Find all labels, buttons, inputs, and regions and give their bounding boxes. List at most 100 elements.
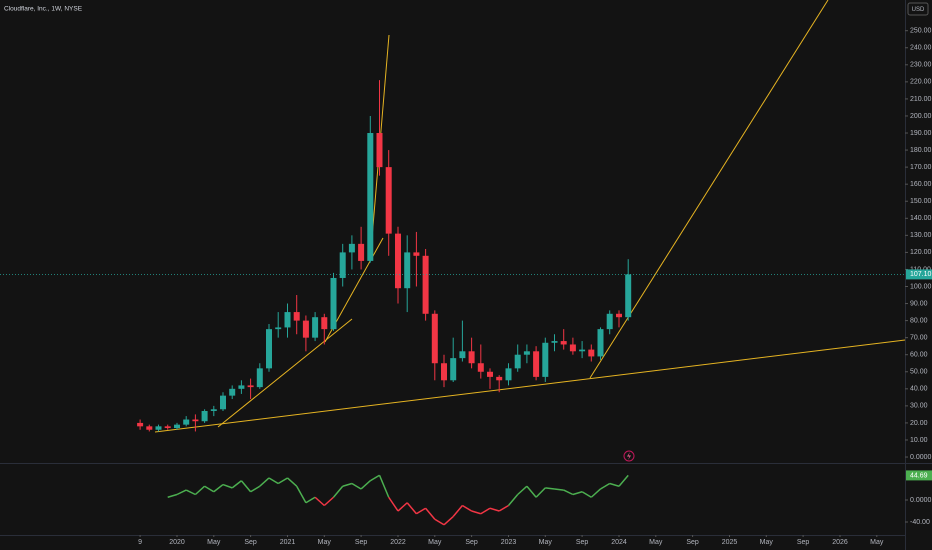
- y-tick-label: 170.00: [910, 164, 932, 171]
- osc-line-segment: [250, 485, 261, 493]
- y-tick-label: 190.00: [910, 130, 932, 137]
- x-tick-label: Sep: [355, 539, 368, 546]
- x-tick-label: 2022: [390, 539, 406, 546]
- osc-line-segment: [471, 510, 482, 515]
- y-tick-label: 80.00: [910, 317, 928, 324]
- osc-line-segment: [167, 493, 178, 498]
- candle-body: [339, 252, 346, 278]
- candle-body: [201, 410, 208, 422]
- osc-line-segment: [526, 485, 537, 498]
- candle-body: [597, 329, 604, 357]
- candle-body: [210, 409, 217, 411]
- candle-body: [284, 312, 291, 328]
- x-tick-label: 9: [138, 539, 142, 546]
- candle-body: [514, 354, 521, 369]
- candle-body: [431, 313, 438, 364]
- x-tick-label: Sep: [576, 539, 589, 546]
- osc-line-segment: [369, 474, 380, 482]
- x-tick-label: May: [760, 539, 774, 546]
- x-tick-label: May: [207, 539, 221, 546]
- y-tick-label: 100.00: [910, 283, 932, 290]
- osc-last-label: 44.69: [910, 472, 928, 479]
- x-tick-label: May: [649, 539, 663, 546]
- osc-line-segment: [434, 518, 445, 526]
- osc-line-segment: [332, 485, 344, 498]
- x-tick-label: May: [870, 539, 884, 546]
- osc-line-segment: [240, 480, 252, 493]
- candle-body: [459, 351, 466, 359]
- y-tick-label: 10.00: [910, 437, 928, 444]
- osc-line-segment: [452, 505, 463, 517]
- osc-line-segment: [397, 502, 408, 512]
- candle-body: [302, 320, 309, 338]
- candle-body: [395, 233, 401, 289]
- osc-line-segment: [535, 487, 546, 498]
- y-tick-label: 150.00: [910, 198, 932, 205]
- last-price-label: 107.10: [910, 271, 932, 278]
- y-tick-label: 70.00: [910, 335, 928, 342]
- y-tick-label: 30.00: [910, 403, 928, 410]
- osc-line-segment: [277, 477, 288, 485]
- osc-line-segment: [194, 485, 206, 496]
- candle-body: [229, 388, 236, 396]
- candle-body: [551, 341, 558, 343]
- osc-line-segment: [563, 489, 574, 496]
- y-tick-label: 230.00: [910, 62, 932, 69]
- candle-body: [606, 313, 613, 330]
- osc-line-segment: [351, 482, 362, 490]
- osc-line-segment: [498, 504, 509, 512]
- x-tick-label: Sep: [686, 539, 699, 546]
- candle-body: [477, 363, 484, 372]
- x-tick-label: May: [318, 539, 332, 546]
- osc-line-segment: [176, 489, 187, 496]
- x-tick-label: Sep: [797, 539, 810, 546]
- candle-body: [523, 351, 530, 355]
- y-tick-label: 200.00: [910, 113, 932, 120]
- candle-body: [569, 344, 576, 352]
- osc-line-segment: [590, 488, 602, 498]
- x-tick-label: 2021: [280, 539, 296, 546]
- candle-body: [579, 349, 586, 352]
- osc-line-segment: [517, 485, 528, 496]
- candle-body: [293, 312, 300, 321]
- y-tick-label: 250.00: [910, 28, 932, 35]
- currency-box[interactable]: [907, 2, 929, 16]
- y-tick-label: 120.00: [910, 249, 932, 256]
- osc-line-segment: [388, 496, 399, 512]
- event-icon[interactable]: [623, 450, 635, 462]
- osc-line-segment: [572, 491, 583, 496]
- candle-body: [192, 419, 199, 422]
- candle-body: [312, 317, 319, 338]
- candle-body: [358, 243, 365, 261]
- candle-body: [468, 351, 475, 364]
- osc-line-segment: [480, 507, 491, 515]
- osc-line-segment: [425, 507, 436, 520]
- y-tick-label: 160.00: [910, 181, 932, 188]
- candle-body: [542, 342, 549, 377]
- osc-line-segment: [554, 488, 564, 491]
- y-tick-label: 240.00: [910, 45, 932, 52]
- osc-y-tick-label: 0.0000: [910, 497, 932, 504]
- y-tick-label: 180.00: [910, 147, 932, 154]
- currency: USD: [912, 7, 925, 13]
- candle-body: [330, 277, 337, 330]
- osc-line-segment: [360, 480, 371, 490]
- osc-line-segment: [443, 515, 454, 526]
- candle-body: [404, 252, 411, 289]
- candle-body: [533, 351, 540, 377]
- candle-body: [560, 341, 567, 345]
- x-tick-label: 2026: [832, 539, 848, 546]
- candle-body: [588, 349, 595, 357]
- osc-line-segment: [581, 491, 592, 498]
- x-tick-label: Sep: [465, 539, 478, 546]
- candle-body: [137, 422, 144, 427]
- candle-body: [385, 167, 392, 234]
- y-tick-label: 20.00: [910, 420, 928, 427]
- candle-body: [616, 313, 622, 318]
- osc-line-segment: [406, 502, 417, 515]
- osc-line-segment: [314, 496, 325, 507]
- osc-line-segment: [305, 496, 316, 504]
- y-tick-label: 130.00: [910, 232, 932, 239]
- candle-body: [238, 385, 245, 389]
